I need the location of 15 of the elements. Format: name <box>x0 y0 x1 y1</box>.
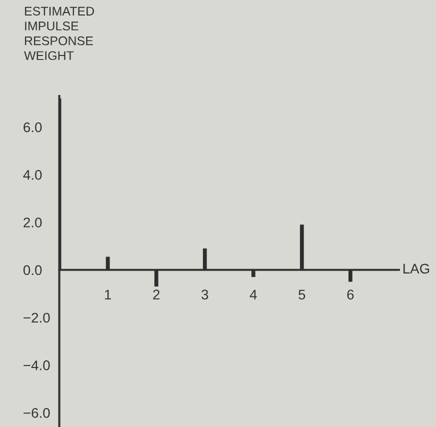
y-tick-label: −4.0 <box>24 360 50 370</box>
y-tick-label: 4.0 <box>23 170 42 180</box>
x-tick-label: 5 <box>298 290 306 300</box>
y-tick-label: −2.0 <box>24 312 50 323</box>
y-axis-title: ESTIMATED IMPULSE RESPONSE WEIGHT <box>24 6 94 60</box>
y-tick-label: 2.0 <box>24 218 42 228</box>
x-tick-label: 4 <box>250 290 257 300</box>
x-tick-label: 1 <box>105 290 111 300</box>
x-tick-label: 2 <box>153 290 160 300</box>
y-tick-label: 6.0 <box>24 122 42 132</box>
y-tick-label: −6.0 <box>24 408 50 418</box>
x-tick-label: 3 <box>202 290 208 300</box>
y-tick-label: 0.0 <box>23 265 42 276</box>
x-tick-label: 6 <box>347 290 354 300</box>
x-axis-title: LAG <box>403 264 430 274</box>
